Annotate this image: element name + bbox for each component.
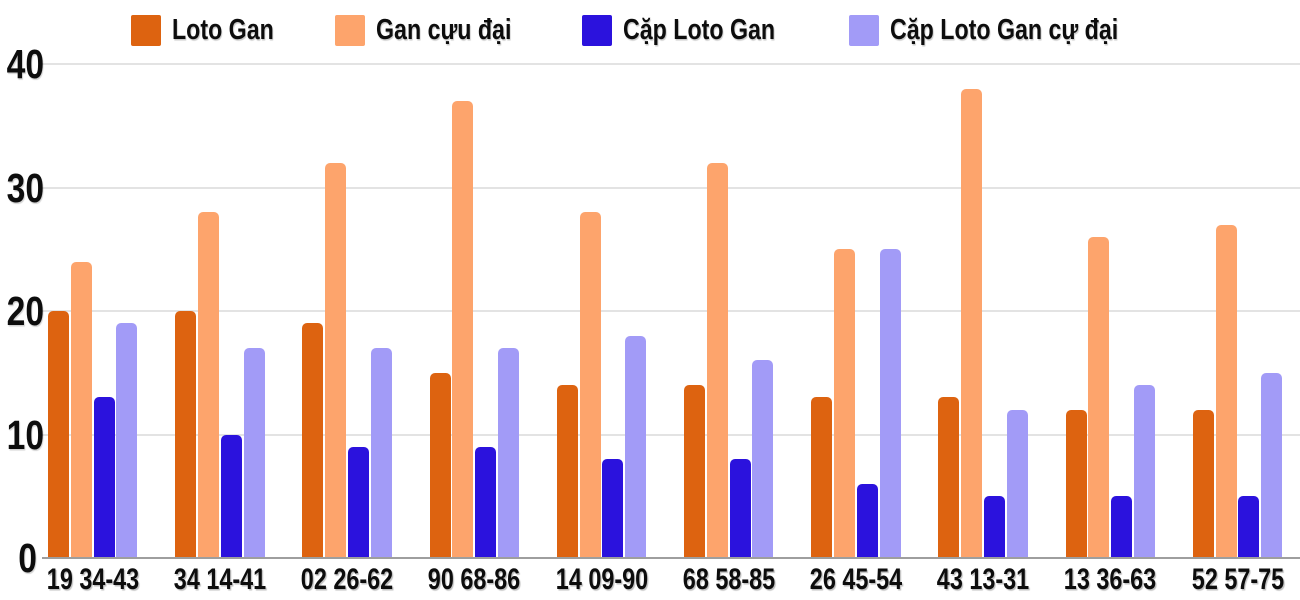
legend-label: Cặp Loto Gan cự đại bbox=[889, 13, 1119, 46]
x-axis-category-label: 19 34-43 bbox=[46, 563, 139, 596]
bar-90-68-86-series-3 bbox=[475, 446, 497, 558]
bar-90-68-86-series-1 bbox=[429, 372, 451, 558]
gridline bbox=[42, 63, 1300, 65]
bar-19-34-43-series-1 bbox=[48, 311, 69, 558]
legend-label: Loto Gan bbox=[171, 13, 274, 46]
legend-swatch-icon bbox=[335, 14, 366, 46]
y-axis-tick-label: 30 bbox=[6, 164, 45, 211]
legend-item-4: Cặp Loto Gan cự đại bbox=[848, 13, 1169, 47]
bar-19-34-43-series-4 bbox=[116, 323, 138, 558]
legend-item-3: Cặp Loto Gan bbox=[581, 13, 807, 47]
bar-68-58-85-series-1 bbox=[684, 385, 705, 558]
bar-34-14-41-series-2 bbox=[198, 212, 219, 558]
bar-52-57-75-series-3 bbox=[1238, 496, 1260, 558]
y-axis-tick-label: 40 bbox=[6, 41, 45, 87]
x-axis-category-label: 90 68-86 bbox=[428, 563, 521, 596]
bar-19-34-43-series-3 bbox=[93, 397, 115, 558]
bar-52-57-75-series-1 bbox=[1192, 409, 1214, 558]
bar-43-13-31-series-2 bbox=[961, 88, 983, 558]
bar-34-14-41-series-4 bbox=[243, 348, 265, 558]
bar-02-26-62-series-4 bbox=[370, 348, 392, 558]
legend-swatch-icon bbox=[848, 14, 879, 46]
gridline bbox=[42, 433, 1300, 436]
bar-13-36-63-series-4 bbox=[1134, 385, 1155, 558]
y-axis-tick-label: 0 bbox=[18, 535, 37, 581]
bar-14-09-90-series-4 bbox=[625, 335, 647, 558]
bar-68-58-85-series-4 bbox=[752, 360, 774, 558]
x-axis-category-label: 13 36-63 bbox=[1064, 563, 1157, 596]
legend-label: Gan cựu đại bbox=[376, 13, 512, 46]
bar-34-14-41-series-3 bbox=[220, 434, 242, 558]
chart-legend: Loto Gan Gan cựu đại Cặp Loto Gan Cặp Loto … bbox=[0, 10, 1300, 50]
legend-item-2: Gan cựu đại bbox=[335, 14, 539, 47]
bar-14-09-90-series-1 bbox=[556, 385, 578, 558]
y-axis-tick-label: 10 bbox=[6, 411, 45, 458]
bar-43-13-31-series-4 bbox=[1006, 409, 1028, 558]
x-axis-category-label: 14 09-90 bbox=[555, 563, 648, 596]
bar-13-36-63-series-1 bbox=[1065, 409, 1087, 558]
legend-swatch-icon bbox=[130, 14, 161, 46]
x-axis-category-label: 43 13-31 bbox=[936, 563, 1030, 596]
bar-90-68-86-series-2 bbox=[452, 101, 474, 558]
x-axis-category-label: 68 58-85 bbox=[682, 563, 775, 596]
bar-68-58-85-series-3 bbox=[729, 459, 751, 558]
bar-02-26-62-series-2 bbox=[325, 162, 347, 558]
gridline bbox=[42, 310, 1300, 312]
legend-swatch-icon bbox=[581, 14, 612, 46]
bar-43-13-31-series-3 bbox=[984, 496, 1005, 558]
bar-52-57-75-series-4 bbox=[1261, 372, 1283, 558]
x-axis-category-label: 26 45-54 bbox=[809, 563, 903, 596]
legend-label: Cặp Loto Gan bbox=[622, 13, 775, 46]
bar-13-36-63-series-2 bbox=[1088, 236, 1110, 558]
bar-13-36-63-series-3 bbox=[1111, 496, 1133, 558]
x-axis-line bbox=[42, 557, 1300, 559]
x-axis-category-label: 34 14-41 bbox=[173, 563, 267, 596]
gridline bbox=[42, 186, 1300, 189]
x-axis-category-label: 02 26-62 bbox=[300, 563, 394, 596]
bar-68-58-85-series-2 bbox=[706, 162, 728, 558]
bar-52-57-75-series-2 bbox=[1215, 224, 1237, 558]
y-axis-tick-label: 20 bbox=[6, 288, 45, 334]
bar-26-45-54-series-2 bbox=[834, 249, 855, 558]
x-axis-category-label: 52 57-75 bbox=[1191, 563, 1284, 596]
bar-14-09-90-series-2 bbox=[579, 212, 601, 558]
bar-90-68-86-series-4 bbox=[498, 348, 519, 558]
bar-43-13-31-series-1 bbox=[938, 397, 960, 558]
bar-26-45-54-series-1 bbox=[811, 397, 833, 558]
bar-02-26-62-series-3 bbox=[348, 446, 369, 558]
bar-34-14-41-series-1 bbox=[175, 311, 197, 558]
legend-item-1: Loto Gan bbox=[130, 13, 293, 47]
bar-26-45-54-series-3 bbox=[856, 483, 878, 558]
bar-14-09-90-series-3 bbox=[602, 459, 624, 558]
bar-19-34-43-series-2 bbox=[70, 261, 92, 558]
bar-26-45-54-series-4 bbox=[879, 249, 901, 558]
bar-02-26-62-series-1 bbox=[302, 323, 324, 558]
